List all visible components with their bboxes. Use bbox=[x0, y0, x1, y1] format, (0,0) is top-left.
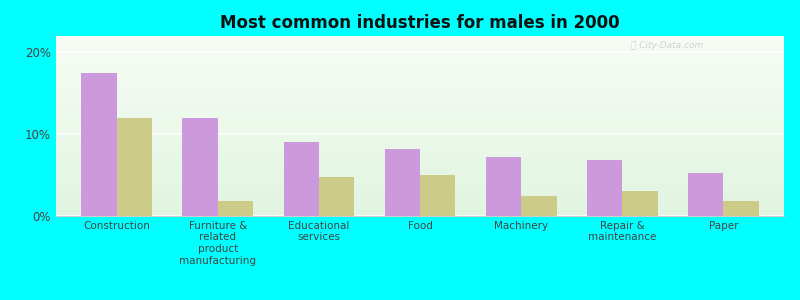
Bar bbox=[182, 118, 218, 216]
Bar bbox=[723, 201, 758, 216]
Bar bbox=[218, 201, 253, 216]
Text: ⓘ City-Data.com: ⓘ City-Data.com bbox=[631, 41, 703, 50]
Bar bbox=[420, 175, 455, 216]
Bar bbox=[587, 160, 622, 216]
Bar bbox=[385, 149, 420, 216]
Bar bbox=[319, 177, 354, 216]
Bar bbox=[283, 142, 319, 216]
Bar bbox=[688, 173, 723, 216]
Bar bbox=[82, 73, 117, 216]
Bar bbox=[117, 118, 152, 216]
Bar bbox=[486, 157, 521, 216]
Title: Most common industries for males in 2000: Most common industries for males in 2000 bbox=[220, 14, 620, 32]
Bar bbox=[521, 196, 557, 216]
Bar bbox=[622, 191, 658, 216]
